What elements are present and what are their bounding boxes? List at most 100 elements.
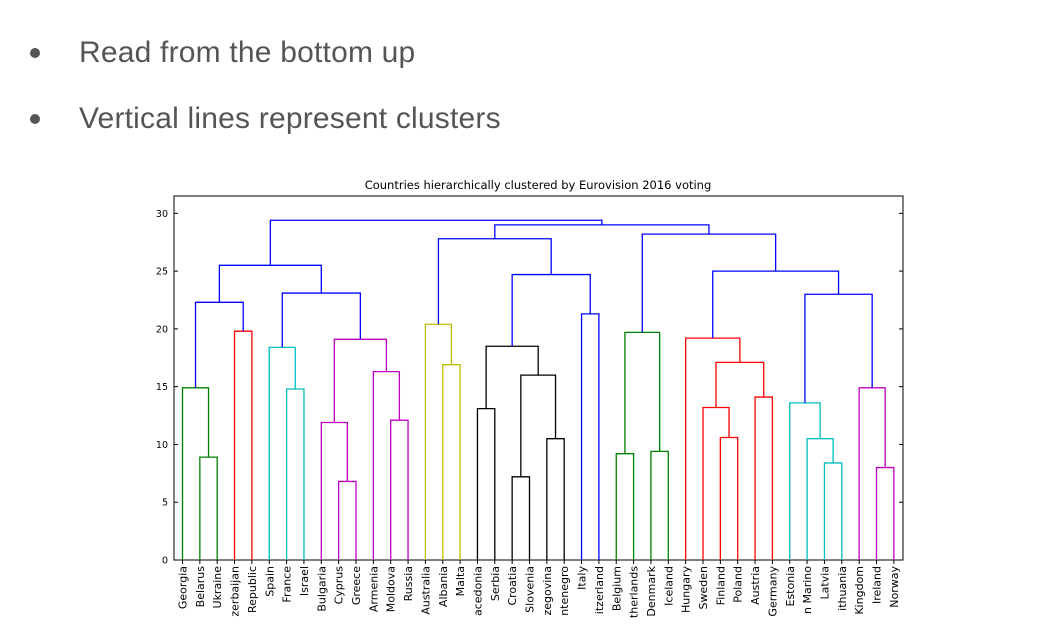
y-tick-label: 30 <box>156 209 168 220</box>
bullet-list: Read from the bottom up Vertical lines r… <box>28 20 501 152</box>
cluster-link <box>719 436 739 560</box>
cluster-link <box>494 224 710 239</box>
cluster-link <box>511 273 591 347</box>
cluster-link <box>333 338 388 423</box>
cluster-link <box>390 419 409 560</box>
cluster-link <box>320 421 348 560</box>
leaf-label: Albania <box>437 566 450 607</box>
cluster-link <box>281 292 361 348</box>
leaf-label: Finland <box>714 566 727 605</box>
bullet-dot-icon <box>30 114 40 124</box>
leaf-label: Russia <box>402 566 415 601</box>
cluster-link <box>615 453 635 560</box>
cluster-link <box>285 388 305 560</box>
cluster-link <box>511 476 531 560</box>
leaf-label: Ukraine <box>211 566 224 609</box>
cluster-link <box>685 337 741 560</box>
y-axis: 0 5 10 15 20 25 30 <box>156 209 903 567</box>
cluster-link <box>218 264 322 303</box>
leaf-label: Denmark <box>645 565 658 616</box>
cluster-link <box>804 293 873 403</box>
leaf-label: Austria <box>749 566 762 605</box>
cluster-link <box>424 323 453 560</box>
cluster-link <box>806 438 834 560</box>
cluster-link <box>233 330 253 560</box>
leaf-label: ithuania <box>836 566 849 611</box>
leaf-label: Latvia <box>818 566 831 600</box>
cluster-link <box>520 374 557 477</box>
plot-frame <box>173 195 904 561</box>
leaf-label: Slovenia <box>524 566 537 613</box>
cluster-link <box>476 407 496 560</box>
y-tick-label: 25 <box>156 267 168 278</box>
cluster-link <box>546 438 565 560</box>
leaf-label: Croatia <box>506 566 519 606</box>
leaf-label: Republic <box>246 566 259 613</box>
cluster-link <box>641 233 777 333</box>
bullet-dot-icon <box>30 48 40 58</box>
y-tick-label: 20 <box>156 324 168 335</box>
leaf-label: France <box>281 566 294 603</box>
y-tick-label: 0 <box>162 556 168 567</box>
leaf-label: Sweden <box>697 566 710 609</box>
leaf-label: Spain <box>263 566 276 597</box>
leaf-label: Greece <box>350 566 363 605</box>
cluster-link <box>338 480 357 560</box>
cluster-link <box>712 270 840 339</box>
cluster-link <box>194 301 244 388</box>
leaf-label: Poland <box>732 566 745 603</box>
leaf-label: Kingdom <box>853 566 866 615</box>
leaf-label: Australia <box>419 566 432 615</box>
cluster-link <box>858 387 886 560</box>
leaf-label: Cyprus <box>333 566 346 605</box>
cluster-link <box>650 450 669 560</box>
cluster-link <box>442 364 461 560</box>
cluster-link <box>875 466 895 560</box>
leaf-label: zerbaijan <box>229 566 242 617</box>
cluster-link <box>485 345 539 409</box>
leaf-label: therlands <box>628 566 641 618</box>
cluster-link <box>702 406 730 560</box>
leaf-label: ntenegro <box>558 566 571 616</box>
dendrogram-links <box>181 219 895 560</box>
leaf-label: zegovina <box>541 566 554 616</box>
leaf-label: Serbia <box>489 566 502 601</box>
y-tick-label: 5 <box>162 498 168 509</box>
bullet-item: Vertical lines represent clusters <box>28 86 501 152</box>
leaf-label: Georgia <box>177 566 190 609</box>
leaf-label: Estonia <box>784 566 797 607</box>
leaf-labels: Georgia Belarus Ukraine zerbaijan Republic Sp… <box>177 560 901 618</box>
bullet-text: Vertical lines represent clusters <box>79 102 501 135</box>
leaf-label: itzerland <box>593 566 606 614</box>
leaf-label: acedonia <box>471 566 484 616</box>
leaf-label: Germany <box>766 566 779 617</box>
cluster-link <box>823 462 843 560</box>
leaf-label: n Marino <box>801 566 814 614</box>
leaf-label: Italy <box>576 566 589 590</box>
leaf-label: Armenia <box>367 566 380 612</box>
bullet-text: Read from the bottom up <box>79 36 416 69</box>
chart-title: Countries hierarchically clustered by Eu… <box>365 178 712 192</box>
leaf-label: Malta <box>454 566 467 596</box>
leaf-label: Israel <box>298 566 311 596</box>
leaf-label: Hungary <box>680 566 693 613</box>
cluster-link <box>268 346 296 560</box>
cluster-link <box>181 387 210 560</box>
leaf-label: Belarus <box>194 566 207 608</box>
cluster-link <box>269 219 603 266</box>
leaf-label: Norway <box>888 566 901 608</box>
cluster-link <box>437 238 552 325</box>
y-tick-label: 15 <box>156 382 168 393</box>
cluster-link <box>754 396 774 560</box>
leaf-label: Bulgaria <box>315 566 328 612</box>
cluster-link <box>789 402 821 560</box>
cluster-link <box>715 361 765 408</box>
cluster-link <box>199 456 218 560</box>
bullet-item: Read from the bottom up <box>28 20 501 86</box>
leaf-label: Ireland <box>871 566 884 604</box>
cluster-link <box>372 370 401 560</box>
y-tick-label: 10 <box>156 440 168 451</box>
cluster-link <box>624 331 661 454</box>
leaf-label: Belgium <box>610 566 623 611</box>
